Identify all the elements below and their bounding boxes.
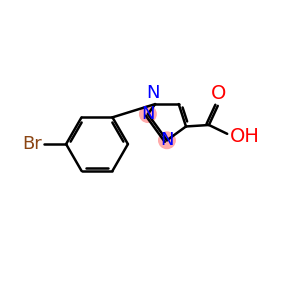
Text: Br: Br [22, 135, 42, 153]
Text: OH: OH [230, 127, 260, 146]
Text: O: O [211, 84, 226, 103]
Text: N: N [146, 84, 160, 102]
Circle shape [159, 132, 175, 148]
Circle shape [140, 106, 156, 122]
Text: N: N [141, 105, 154, 123]
Text: N: N [160, 131, 174, 149]
